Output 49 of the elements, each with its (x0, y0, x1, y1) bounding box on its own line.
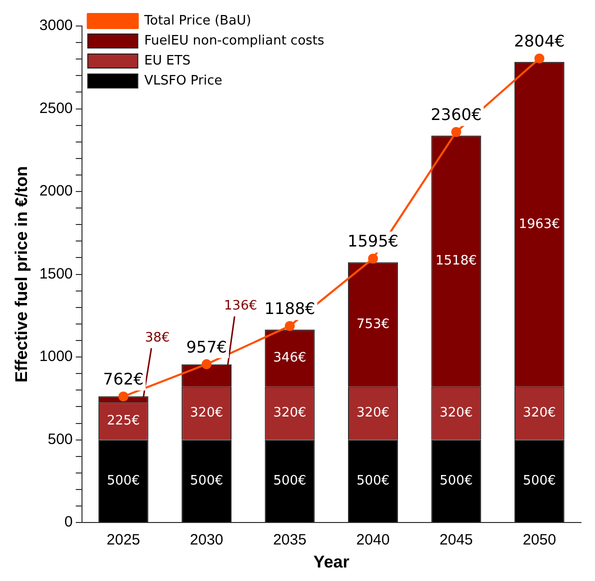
data-label: 320€ (273, 406, 306, 421)
data-label: 500€ (522, 473, 556, 488)
data-label: 1595€ (348, 232, 398, 251)
data-label: 320€ (356, 406, 390, 421)
point (534, 53, 544, 64)
point (451, 126, 462, 137)
x-axis-title: Year (313, 552, 350, 572)
x-tick-label: 2040 (356, 532, 390, 549)
data-label: 320€ (440, 406, 473, 421)
y-tick-label: 3000 (39, 17, 73, 34)
point (202, 359, 212, 370)
data-label: 1518€ (436, 254, 477, 269)
legend-label: EU ETS (144, 53, 191, 68)
y-tick-label: 1500 (39, 265, 73, 282)
x-tick-label: 2030 (190, 532, 224, 549)
data-label: 500€ (440, 473, 473, 488)
x-tick-label: 2050 (522, 532, 556, 549)
y-tick-label: 0 (64, 514, 73, 531)
data-label: 320€ (190, 406, 224, 421)
data-label: 346€ (273, 350, 306, 366)
data-label: 2804€ (514, 32, 565, 51)
point (284, 320, 295, 331)
data-label: 753€ (356, 316, 390, 332)
data-label: 2360€ (430, 105, 482, 124)
data-label: 500€ (190, 473, 224, 488)
x-tick-label: 2035 (273, 532, 306, 549)
data-label: 1963€ (518, 216, 560, 232)
data-label: 500€ (106, 473, 140, 488)
y-tick-label: 2000 (39, 182, 73, 200)
data-label: 38€ (144, 330, 170, 346)
data-label: 500€ (273, 473, 306, 488)
point (118, 391, 128, 402)
data-label: 500€ (356, 473, 390, 488)
data-label: 136€ (224, 298, 258, 314)
data-label: 762€ (103, 370, 144, 389)
y-tick-label: 500 (48, 430, 73, 448)
data-label: 225€ (106, 414, 140, 429)
y-axis-title: Effective fuel price in €/ton (12, 166, 31, 382)
data-label: 1188€ (264, 299, 316, 318)
y-tick-label: 2500 (39, 100, 73, 117)
data-label: 320€ (522, 406, 556, 421)
legend-label: VLSFO Price (144, 73, 222, 88)
x-tick-label: 2045 (440, 532, 473, 549)
point (368, 254, 378, 264)
data-label: 957€ (186, 337, 227, 356)
x-tick-label: 2025 (106, 532, 140, 549)
legend-label: Total Price (BaU) (143, 13, 252, 28)
y-tick-label: 1000 (39, 348, 73, 366)
legend-label: FuelEU non-compliant costs (144, 33, 325, 48)
